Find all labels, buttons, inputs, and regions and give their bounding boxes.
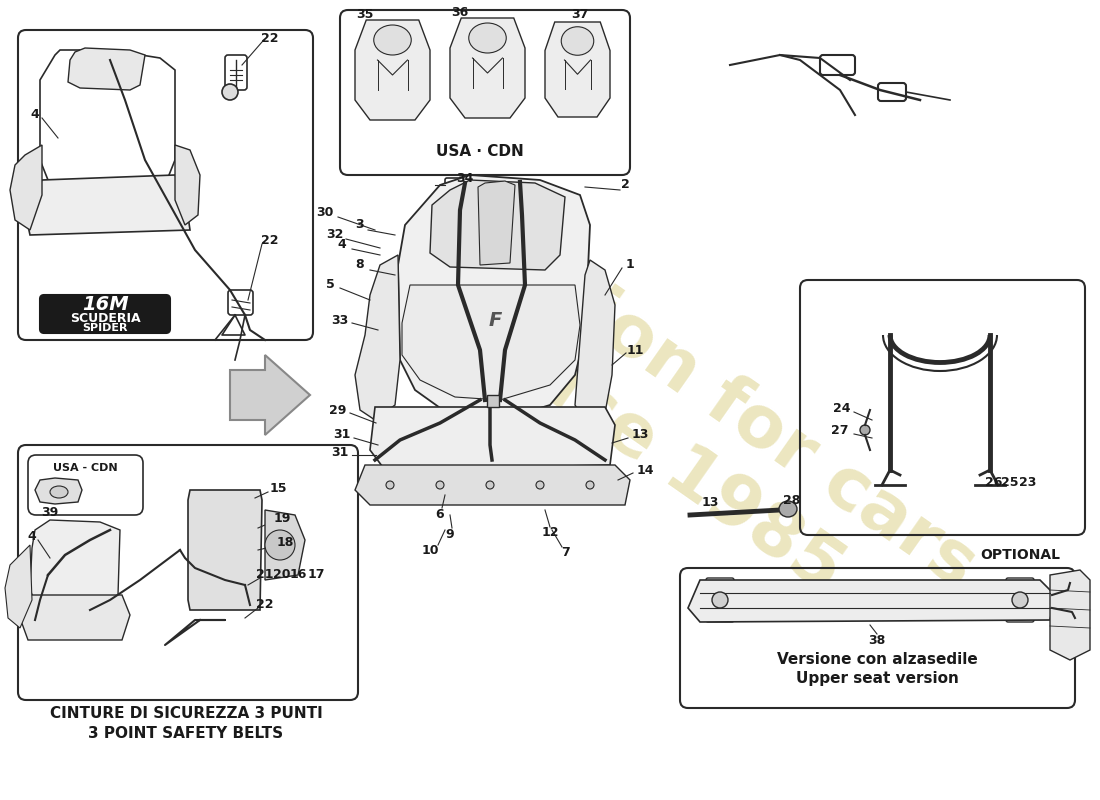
Circle shape: [486, 481, 494, 489]
Ellipse shape: [374, 25, 411, 55]
Polygon shape: [230, 355, 310, 435]
Text: 13: 13: [631, 429, 649, 442]
Text: 16: 16: [289, 569, 307, 582]
Text: 20: 20: [273, 569, 290, 582]
Polygon shape: [68, 48, 145, 90]
Text: OPTIONAL: OPTIONAL: [980, 548, 1060, 562]
Text: 30: 30: [317, 206, 333, 219]
Text: 22: 22: [262, 31, 278, 45]
Polygon shape: [25, 175, 190, 235]
Text: 4: 4: [338, 238, 346, 251]
Text: 18: 18: [276, 537, 294, 550]
Text: 4: 4: [28, 530, 36, 543]
Text: 22: 22: [256, 598, 274, 611]
Polygon shape: [450, 18, 525, 118]
Circle shape: [1012, 592, 1028, 608]
Polygon shape: [370, 407, 615, 470]
Polygon shape: [10, 145, 42, 230]
Text: USA - CDN: USA - CDN: [53, 463, 118, 473]
Bar: [487, 395, 499, 407]
Polygon shape: [355, 465, 630, 505]
Text: 5: 5: [326, 278, 334, 291]
Text: F: F: [488, 310, 502, 330]
Ellipse shape: [50, 486, 68, 498]
Text: 3 POINT SAFETY BELTS: 3 POINT SAFETY BELTS: [88, 726, 284, 741]
Text: 25: 25: [1001, 475, 1019, 489]
Text: 21: 21: [256, 569, 274, 582]
Text: 7: 7: [561, 546, 570, 559]
Polygon shape: [265, 510, 305, 580]
Text: 11: 11: [626, 343, 644, 357]
Text: 19: 19: [273, 511, 290, 525]
Text: 39: 39: [42, 506, 58, 519]
Text: 15: 15: [270, 482, 287, 494]
Text: CINTURE DI SICUREZZA 3 PUNTI: CINTURE DI SICUREZZA 3 PUNTI: [50, 706, 322, 722]
Text: 33: 33: [331, 314, 349, 326]
Circle shape: [860, 425, 870, 435]
Text: 13: 13: [702, 495, 718, 509]
Text: 35: 35: [356, 9, 374, 22]
Text: 16M: 16M: [81, 295, 129, 314]
FancyBboxPatch shape: [40, 295, 170, 333]
Text: 27: 27: [832, 423, 849, 437]
Text: 9: 9: [446, 529, 454, 542]
Text: 14: 14: [636, 463, 653, 477]
Ellipse shape: [469, 23, 506, 53]
Text: 28: 28: [783, 494, 801, 506]
Text: 32: 32: [327, 229, 343, 242]
Circle shape: [586, 481, 594, 489]
Polygon shape: [30, 520, 120, 618]
Circle shape: [436, 481, 444, 489]
Text: 12: 12: [541, 526, 559, 539]
Polygon shape: [430, 180, 565, 270]
Text: 26: 26: [986, 475, 1003, 489]
Ellipse shape: [561, 26, 594, 55]
Text: 24: 24: [834, 402, 850, 414]
Text: 6: 6: [436, 509, 444, 522]
Polygon shape: [35, 478, 82, 504]
Text: 8: 8: [355, 258, 364, 271]
Text: 37: 37: [571, 9, 588, 22]
Text: 1: 1: [626, 258, 635, 271]
Circle shape: [712, 592, 728, 608]
Text: 3: 3: [355, 218, 364, 231]
Text: Versione con alzasedile: Versione con alzasedile: [777, 653, 978, 667]
Circle shape: [536, 481, 544, 489]
Polygon shape: [355, 255, 400, 420]
Text: 17: 17: [307, 569, 324, 582]
Text: SCUDERIA: SCUDERIA: [69, 311, 141, 325]
Text: 38: 38: [868, 634, 886, 646]
Polygon shape: [6, 545, 32, 628]
Text: passion for cars
since 1985: passion for cars since 1985: [371, 173, 989, 667]
Circle shape: [222, 84, 238, 100]
Text: SPIDER: SPIDER: [82, 323, 128, 333]
Circle shape: [265, 530, 295, 560]
Polygon shape: [544, 22, 610, 117]
Text: 31: 31: [333, 429, 351, 442]
Polygon shape: [1050, 570, 1090, 660]
Text: Upper seat version: Upper seat version: [795, 670, 958, 686]
Text: 23: 23: [1020, 475, 1036, 489]
Text: 34: 34: [456, 171, 474, 185]
Circle shape: [386, 481, 394, 489]
Text: 31: 31: [331, 446, 349, 459]
Text: USA · CDN: USA · CDN: [436, 145, 524, 159]
Text: 2: 2: [620, 178, 629, 191]
Polygon shape: [478, 181, 515, 265]
Polygon shape: [188, 490, 262, 610]
Ellipse shape: [779, 501, 798, 517]
Text: 29: 29: [329, 403, 346, 417]
Polygon shape: [402, 285, 580, 400]
Text: 22: 22: [262, 234, 278, 246]
Polygon shape: [20, 595, 130, 640]
Polygon shape: [688, 580, 1055, 622]
Text: 10: 10: [421, 543, 439, 557]
Polygon shape: [355, 20, 430, 120]
Polygon shape: [175, 145, 200, 225]
Text: 4: 4: [31, 109, 40, 122]
Text: 36: 36: [451, 6, 469, 19]
Polygon shape: [398, 175, 590, 420]
Polygon shape: [575, 260, 615, 420]
